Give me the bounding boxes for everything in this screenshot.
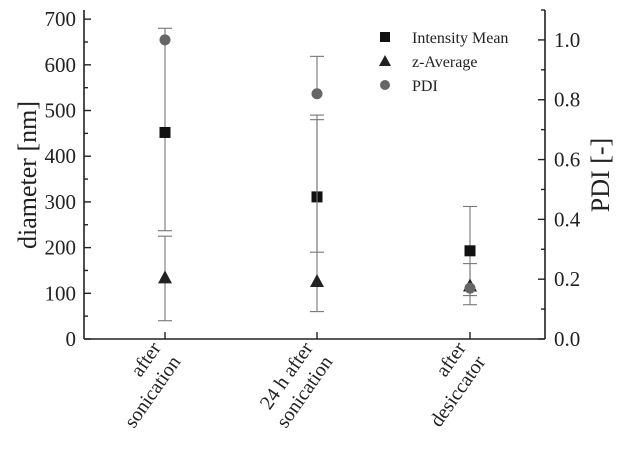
y2-tick-label: 0.6 [554,148,580,172]
legend: Intensity Mean z-Average PDI [379,30,508,95]
y-tick-label: 600 [45,53,77,77]
y2-tick-label: 0.2 [554,267,580,291]
y2-axis-title: PDI [-] [586,138,615,212]
y-tick-label: 700 [45,7,77,31]
y-tick-label: 500 [45,99,77,123]
data-point-circle [159,34,171,46]
y-tick-label: 400 [45,144,77,168]
y-tick-label: 100 [45,281,77,305]
data-point-circle [464,282,476,294]
data-point-square [464,245,476,257]
y2-tick-label: 0.0 [554,327,580,351]
legend-marker-triangle [379,55,391,66]
data-point-triangle [158,270,172,284]
legend-marker-circle [380,80,390,90]
legend-label: z-Average [412,54,477,71]
legend-marker-square [380,32,390,42]
y2-tick-label: 1.0 [554,28,580,52]
y-axis-title: diameter [nm] [13,101,42,249]
legend-label: Intensity Mean [412,30,508,47]
y2-tick-label: 0.4 [554,207,581,231]
data-point-square [159,126,171,138]
legend-label: PDI [412,78,438,95]
y-tick-label: 300 [45,190,77,214]
y-tick-label: 0 [66,327,77,351]
data-point-circle [311,88,323,100]
series-pdi [159,34,476,294]
data-point-triangle [310,273,324,287]
y2-tick-label: 0.8 [554,88,580,112]
y-tick-label: 200 [45,236,77,260]
series-z-average [158,119,477,322]
